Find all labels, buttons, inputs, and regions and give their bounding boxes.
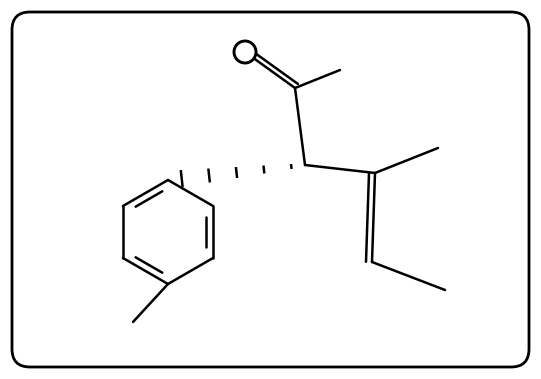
FancyBboxPatch shape [12,12,529,367]
Circle shape [234,41,256,63]
